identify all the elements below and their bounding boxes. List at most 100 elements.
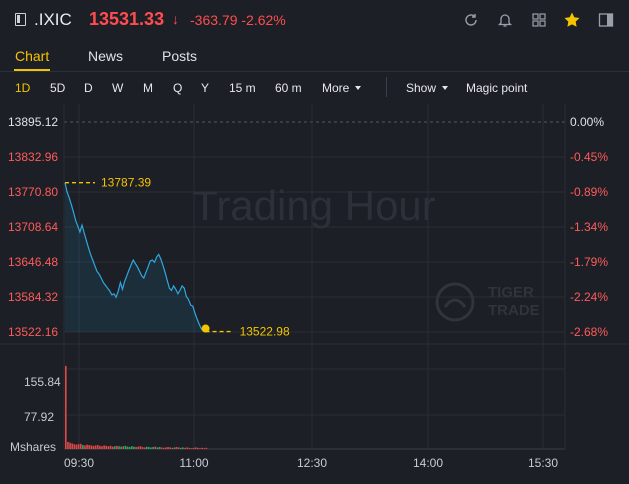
quote-header: .IXIC 13531.33 ↓ -363.79 -2.62% xyxy=(0,0,629,40)
y-pct-tick-label: -1.34% xyxy=(570,220,608,234)
period-d[interactable]: D xyxy=(84,81,93,95)
volume-bar xyxy=(71,443,73,449)
symbol-label: .IXIC xyxy=(34,10,72,29)
period-y[interactable]: Y xyxy=(201,81,210,95)
volume-bar xyxy=(105,445,108,449)
volume-tick-label: 77.92 xyxy=(24,410,54,424)
sidebar-toggle-icon[interactable] xyxy=(15,13,26,26)
volume-bar xyxy=(107,446,110,449)
watermark-text: Trading Hour xyxy=(192,182,436,229)
volume-bar xyxy=(113,446,116,449)
tab-bar: Chart News Posts xyxy=(0,40,629,72)
y-tick-label: 13708.64 xyxy=(8,220,58,234)
period-m[interactable]: M xyxy=(143,81,153,95)
chevron-down-icon xyxy=(442,86,449,90)
volume-bar xyxy=(143,447,146,449)
more-label: More xyxy=(322,81,350,95)
volume-bar xyxy=(150,447,152,449)
volume-bar xyxy=(92,445,95,449)
more-dropdown[interactable]: More xyxy=(322,81,362,95)
volume-bar xyxy=(73,444,76,449)
volume-bar xyxy=(128,447,131,449)
volume-bar xyxy=(135,447,137,449)
magic-point-button[interactable]: Magic point xyxy=(466,81,528,95)
y-tick-label: 13832.96 xyxy=(8,150,58,164)
chevron-down-icon xyxy=(355,86,362,90)
chart-toolbar: 1D 5D D W M Q Y 15 m 60 m More Show Magi… xyxy=(0,72,629,104)
y-tick-label: 13895.12 xyxy=(8,115,58,129)
volume-bar xyxy=(169,447,171,449)
volume-bar xyxy=(190,448,193,449)
volume-bar xyxy=(156,447,159,449)
active-tab-indicator xyxy=(14,69,50,71)
volume-bar xyxy=(131,446,133,449)
last-price-dot xyxy=(201,324,210,333)
tab-posts[interactable]: Posts xyxy=(162,48,198,64)
x-tick-label: 11:00 xyxy=(179,456,208,470)
volume-bar xyxy=(141,447,144,449)
volume-bar xyxy=(69,442,71,449)
volume-bar xyxy=(126,446,129,449)
chart-grid xyxy=(0,104,629,450)
period-1d[interactable]: 1D xyxy=(15,81,31,95)
volume-bar xyxy=(177,447,180,449)
volume-bar xyxy=(103,445,105,449)
volume-bar xyxy=(79,443,82,449)
volume-bar xyxy=(175,447,178,449)
volume-bar xyxy=(133,446,135,449)
volume-bar xyxy=(203,448,206,449)
period-q[interactable]: Q xyxy=(173,81,183,95)
volume-bar xyxy=(88,445,91,449)
change-value: -363.79 xyxy=(190,12,238,28)
x-tick-label: 14:00 xyxy=(413,456,443,470)
chart-area[interactable]: Trading Hour TIGER TRADE 13895.12 13832.9… xyxy=(0,104,629,479)
volume-bar xyxy=(122,446,125,449)
panel-icon[interactable] xyxy=(597,11,615,29)
volume-bar xyxy=(173,447,176,449)
volume-bar xyxy=(84,445,86,449)
logo-line1: TIGER xyxy=(488,284,534,301)
period-15m[interactable]: 15 m xyxy=(229,81,256,95)
bell-icon[interactable] xyxy=(496,11,514,29)
volume-unit-label: Mshares xyxy=(10,440,56,454)
volume-bar xyxy=(186,447,189,449)
volume-bar xyxy=(94,445,97,449)
volume-bar xyxy=(96,445,99,449)
volume-bar xyxy=(184,447,186,449)
refresh-icon[interactable] xyxy=(462,11,480,29)
volume-bar xyxy=(120,446,122,449)
volume-bar xyxy=(160,447,163,449)
volume-bar xyxy=(180,447,182,449)
tab-news[interactable]: News xyxy=(88,48,124,64)
volume-bar xyxy=(171,447,174,449)
volume-bar xyxy=(90,445,93,449)
toolbar-divider xyxy=(386,77,387,97)
down-arrow-icon: ↓ xyxy=(172,11,179,27)
volume-bar xyxy=(111,446,114,449)
volume-bar xyxy=(145,446,148,449)
price-chart[interactable]: Trading Hour TIGER TRADE 13895.12 13832.9… xyxy=(0,104,629,479)
period-5d[interactable]: 5D xyxy=(50,81,66,95)
price-markers: 13787.39 13522.98 xyxy=(65,176,290,339)
volume-bar xyxy=(118,446,120,449)
axes-labels: 13895.12 13832.96 13770.80 13708.64 13646.48… xyxy=(8,115,608,470)
period-w[interactable]: W xyxy=(112,81,124,95)
star-icon[interactable] xyxy=(563,11,581,29)
y-tick-label: 13770.80 xyxy=(8,185,58,199)
price-series-line xyxy=(64,182,206,333)
show-label: Show xyxy=(406,81,437,95)
y-pct-tick-label: -1.79% xyxy=(570,255,608,269)
volume-bar xyxy=(201,447,203,449)
volume-bar xyxy=(158,447,161,449)
volume-bar xyxy=(194,447,197,449)
volume-bar xyxy=(197,447,199,449)
volume-bar xyxy=(154,446,157,449)
grid-icon[interactable] xyxy=(530,11,548,29)
tab-chart[interactable]: Chart xyxy=(15,48,50,64)
volume-bar xyxy=(99,445,101,449)
volume-bar xyxy=(109,445,112,449)
period-60m[interactable]: 60 m xyxy=(275,81,302,95)
open-price-label: 13787.39 xyxy=(101,176,151,190)
y-tick-label: 13584.32 xyxy=(8,290,58,304)
show-dropdown[interactable]: Show xyxy=(406,81,449,95)
